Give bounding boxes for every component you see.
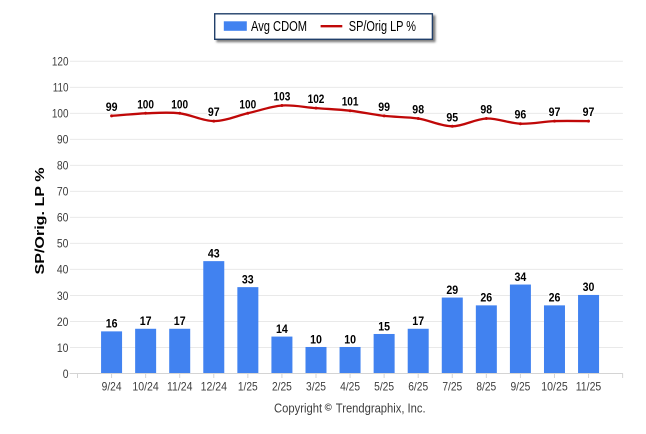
svg-text:26: 26	[480, 291, 492, 305]
svg-text:99: 99	[378, 100, 390, 114]
svg-text:26: 26	[549, 291, 561, 305]
svg-text:33: 33	[242, 272, 254, 286]
svg-text:9/25: 9/25	[510, 380, 530, 394]
svg-text:12/24: 12/24	[201, 380, 228, 394]
svg-text:43: 43	[208, 246, 220, 260]
svg-text:16: 16	[106, 317, 118, 331]
svg-text:2/25: 2/25	[272, 380, 292, 394]
svg-text:10: 10	[344, 332, 356, 346]
svg-text:99: 99	[106, 100, 118, 114]
svg-text:34: 34	[515, 270, 527, 284]
svg-text:©: ©	[325, 402, 333, 413]
svg-text:10: 10	[310, 332, 322, 346]
svg-text:98: 98	[480, 103, 492, 117]
svg-text:97: 97	[208, 105, 220, 119]
svg-text:0: 0	[63, 367, 69, 381]
svg-text:5/25: 5/25	[374, 380, 394, 394]
svg-text:96: 96	[515, 108, 527, 122]
svg-text:10: 10	[57, 341, 69, 355]
svg-text:SP/Orig LP %: SP/Orig LP %	[349, 19, 416, 35]
svg-text:97: 97	[583, 105, 595, 119]
svg-text:11/25: 11/25	[576, 380, 602, 394]
svg-text:100: 100	[52, 107, 69, 121]
svg-text:60: 60	[57, 211, 69, 225]
svg-text:10/25: 10/25	[541, 380, 568, 394]
svg-text:Avg CDOM: Avg CDOM	[251, 19, 307, 35]
svg-text:8/25: 8/25	[476, 380, 496, 394]
svg-text:11/24: 11/24	[167, 380, 193, 394]
svg-text:95: 95	[446, 110, 458, 124]
svg-text:10/24: 10/24	[132, 380, 159, 394]
svg-text:110: 110	[53, 81, 69, 95]
svg-text:3/25: 3/25	[306, 380, 326, 394]
svg-text:100: 100	[239, 97, 256, 111]
svg-text:103: 103	[274, 90, 291, 104]
svg-text:15: 15	[378, 319, 390, 333]
svg-text:50: 50	[57, 237, 69, 251]
svg-text:6/25: 6/25	[408, 380, 428, 394]
svg-text:120: 120	[52, 55, 69, 69]
svg-text:4/25: 4/25	[340, 380, 360, 394]
svg-text:17: 17	[412, 314, 424, 328]
svg-text:40: 40	[57, 263, 69, 277]
svg-text:7/25: 7/25	[442, 380, 462, 394]
svg-text:30: 30	[583, 280, 595, 294]
svg-text:30: 30	[57, 289, 69, 303]
svg-text:Copyright: Copyright	[274, 401, 322, 416]
svg-text:100: 100	[137, 97, 154, 111]
svg-text:29: 29	[446, 283, 458, 297]
svg-text:98: 98	[412, 103, 424, 117]
svg-text:70: 70	[57, 185, 69, 199]
svg-text:SP/Orig. LP %: SP/Orig. LP %	[33, 168, 47, 275]
svg-text:Trendgraphix, Inc.: Trendgraphix, Inc.	[336, 401, 426, 416]
svg-text:100: 100	[171, 97, 188, 111]
svg-text:17: 17	[174, 314, 186, 328]
svg-text:101: 101	[342, 95, 359, 109]
svg-text:17: 17	[140, 314, 152, 328]
svg-text:97: 97	[549, 105, 561, 119]
svg-text:1/25: 1/25	[238, 380, 258, 394]
svg-text:90: 90	[57, 133, 69, 147]
svg-text:9/24: 9/24	[102, 380, 122, 394]
svg-text:80: 80	[57, 159, 69, 173]
svg-text:102: 102	[308, 92, 325, 106]
svg-text:20: 20	[57, 315, 69, 329]
svg-text:14: 14	[276, 322, 288, 336]
